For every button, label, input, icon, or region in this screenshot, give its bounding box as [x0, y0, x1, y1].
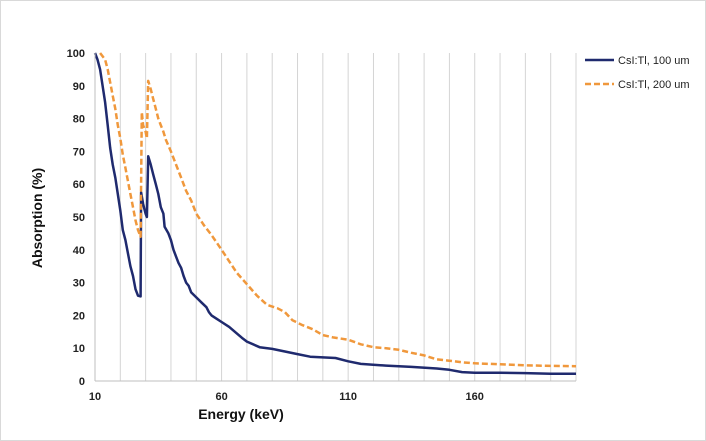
series-line-2: [99, 52, 577, 368]
x-tick-label: 60: [215, 391, 227, 403]
y-tick-label: 30: [73, 278, 85, 290]
y-tick-label: 60: [73, 179, 85, 191]
y-tick-label: 100: [67, 48, 85, 60]
y-tick-label: 80: [73, 114, 85, 126]
x-tick-label: 160: [466, 391, 484, 403]
legend-label-1: CsI:Tl, 100 um: [618, 55, 690, 67]
y-tick-label: 90: [73, 81, 85, 93]
legend: CsI:Tl, 100 um CsI:Tl, 200 um: [585, 55, 690, 91]
y-tick-label: 0: [79, 376, 85, 388]
y-tick-label: 40: [73, 245, 85, 257]
grid-lines: [119, 53, 577, 381]
series-lines: [93, 52, 577, 376]
y-tick-label: 10: [73, 343, 85, 355]
legend-label-2: CsI:Tl, 200 um: [618, 79, 690, 91]
axes: 0 10 20 30 40 50 60 70 80 90 100 10 60 110 160: [67, 48, 576, 403]
series-line-1: [93, 52, 576, 376]
y-axis-title: Absorption (%): [29, 168, 45, 268]
y-tick-label: 20: [73, 310, 85, 322]
x-axis-title: Energy (keV): [198, 406, 284, 422]
y-tick-label: 50: [73, 212, 85, 224]
y-tick-label: 70: [73, 146, 85, 158]
x-tick-label: 10: [89, 391, 101, 403]
x-tick-label: 110: [339, 391, 357, 403]
